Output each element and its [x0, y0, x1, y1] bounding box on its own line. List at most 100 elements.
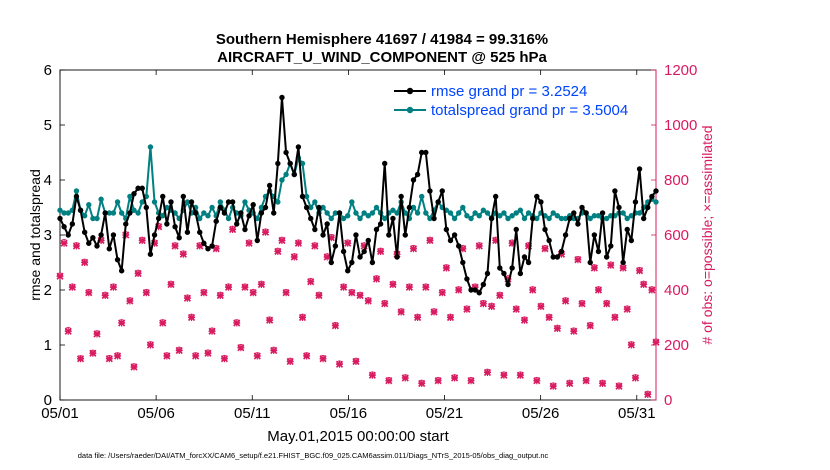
- totalspread-point: [427, 215, 433, 222]
- obs-assimilated-point: [381, 300, 389, 308]
- obs-assimilated-point: [171, 242, 179, 250]
- rmse-point: [168, 199, 174, 205]
- rmse-point: [521, 254, 528, 260]
- x-tick-label: 05/06: [137, 405, 175, 422]
- obs-assimilated-point: [257, 280, 265, 289]
- obs-assimilated-point: [319, 355, 327, 363]
- x-tick-label: 05/16: [330, 405, 368, 422]
- rmse-point: [123, 221, 129, 227]
- obs-assimilated-point: [570, 327, 578, 335]
- rmse-point: [217, 204, 224, 211]
- obs-assimilated-point: [533, 377, 541, 385]
- obs-assimilated-point: [294, 239, 302, 247]
- x-tick-label: 05/26: [522, 405, 560, 422]
- obs-assimilated-point: [401, 374, 409, 382]
- rmse-point: [394, 254, 400, 260]
- obs-assimilated-point: [496, 291, 504, 300]
- rmse-point: [118, 268, 125, 274]
- rmse-point: [612, 188, 618, 194]
- legend: rmse grand pr = 3.2524 totalspread grand…: [388, 78, 650, 122]
- rmse-point: [624, 226, 630, 233]
- totalspread-point: [468, 215, 474, 222]
- obs-assimilated-point: [566, 379, 574, 388]
- obs-assimilated-point: [397, 308, 405, 316]
- obs-assimilated-point: [619, 264, 627, 272]
- obs-assimilated-point: [644, 390, 652, 399]
- rmse-point: [332, 243, 339, 249]
- rmse-point: [620, 259, 626, 266]
- totalspread-point: [57, 207, 63, 213]
- obs-assimilated-point: [603, 300, 611, 308]
- rmse-point: [345, 268, 351, 274]
- obs-assimilated-point: [348, 289, 356, 297]
- obs-assimilated-point: [578, 300, 586, 308]
- totalspread-point: [620, 210, 626, 216]
- obs-assimilated-point: [183, 294, 191, 302]
- totalspread-point: [419, 193, 425, 200]
- obs-assimilated-point: [204, 349, 212, 357]
- y-right-tick-label: 1000: [664, 117, 697, 134]
- totalspread-point: [414, 210, 421, 216]
- obs-assimilated-point: [216, 291, 224, 300]
- obs-assimilated-point: [298, 313, 307, 322]
- rmse-point: [456, 243, 462, 249]
- x-tick-label: 05/31: [618, 405, 656, 422]
- rmse-point: [102, 210, 108, 216]
- rmse-point: [266, 182, 273, 189]
- rmse-point: [201, 240, 207, 246]
- rmse-point: [595, 248, 602, 255]
- obs-assimilated-point: [648, 286, 656, 294]
- totalspread-point: [357, 215, 363, 222]
- rmse-point: [328, 259, 334, 266]
- totalspread-point: [131, 207, 137, 213]
- obs-assimilated-point: [187, 313, 196, 322]
- rmse-point: [480, 281, 487, 288]
- rmse-point: [382, 160, 388, 167]
- y-right-tick-label: 800: [664, 172, 689, 189]
- totalspread-point: [521, 215, 528, 222]
- rmse-point: [562, 232, 569, 238]
- totalspread-point: [90, 215, 96, 222]
- totalspread-point: [86, 202, 92, 208]
- rmse-point: [546, 237, 552, 244]
- totalspread-point: [517, 207, 524, 213]
- obs-assimilated-point: [500, 371, 508, 379]
- obs-assimilated-point: [101, 291, 109, 300]
- rmse-point: [501, 270, 507, 277]
- rmse-point: [443, 226, 450, 233]
- rmse-point: [135, 185, 141, 191]
- totalspread-point: [308, 204, 314, 211]
- rmse-point: [262, 204, 269, 211]
- totalspread-point: [73, 188, 80, 194]
- rmse-point: [423, 149, 429, 156]
- totalspread-point: [382, 215, 388, 222]
- rmse-point: [406, 204, 413, 211]
- rmse-point: [57, 215, 63, 222]
- totalspread-point: [558, 215, 565, 222]
- rmse-point: [127, 210, 133, 216]
- obs-assimilated-point: [463, 305, 471, 313]
- totalspread-point: [369, 210, 376, 216]
- obs-assimilated-point: [208, 327, 216, 335]
- obs-assimilated-point: [594, 286, 603, 294]
- rmse-point: [275, 160, 281, 167]
- rmse-point: [386, 232, 392, 238]
- obs-assimilated-point: [237, 344, 245, 352]
- obs-assimilated-point: [553, 324, 561, 333]
- obs-assimilated-point: [368, 371, 376, 379]
- rmse-point: [558, 248, 565, 255]
- rmse-point: [505, 281, 511, 288]
- rmse-point: [242, 226, 248, 233]
- obs-assimilated-point: [113, 352, 122, 360]
- obs-assimilated-point: [438, 289, 446, 297]
- rmse-point: [464, 276, 470, 282]
- rmse-point: [86, 240, 92, 246]
- rmse-point: [160, 193, 166, 200]
- y-right-tick-label: 200: [664, 337, 689, 354]
- totalspread-point: [554, 213, 561, 219]
- x-axis: 05/01 05/06 05/11 05/16 05/21 05/26 05/31: [41, 70, 656, 422]
- obs-assimilated-point: [442, 264, 450, 272]
- obs-assimilated-point: [623, 305, 631, 313]
- obs-assimilated-point: [335, 360, 344, 368]
